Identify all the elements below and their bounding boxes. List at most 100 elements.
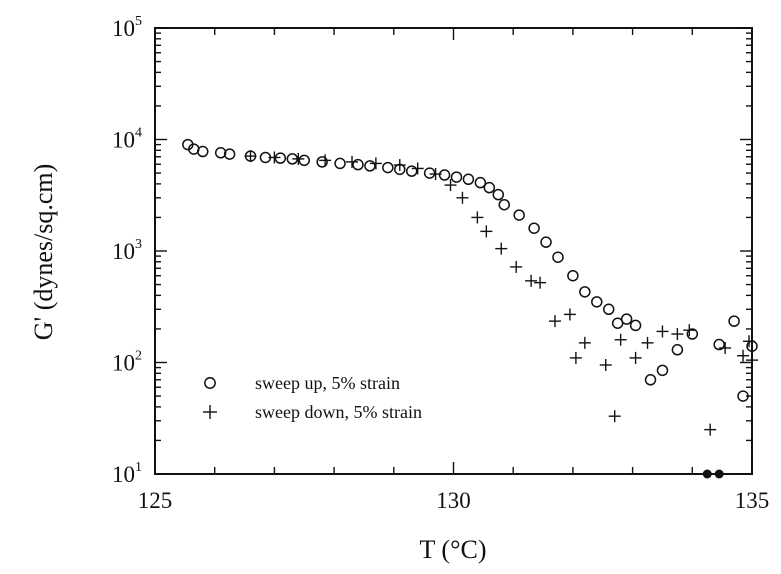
data-point-sweep-up <box>629 319 642 332</box>
data-point-sweep-down <box>369 157 382 170</box>
data-point-sweep-up <box>274 152 287 164</box>
data-point-sweep-down <box>346 155 359 168</box>
x-tick-label: 125 <box>138 488 173 513</box>
series-circle <box>182 138 758 402</box>
data-point-sweep-up <box>405 165 418 177</box>
legend-label-sweep-down: sweep down, 5% strain <box>255 402 422 422</box>
y-axis-label: G' (dynes/sq.cm) <box>29 164 58 341</box>
data-point-sweep-down <box>629 351 642 364</box>
data-point-sweep-up <box>462 173 475 186</box>
data-point-sweep-up <box>214 147 227 159</box>
data-point-sweep-up <box>728 315 740 327</box>
data-point-sweep-down <box>656 325 669 338</box>
y-tick-exponent: 4 <box>135 126 142 141</box>
data-point-sweep-down <box>393 159 406 172</box>
data-point-sweep-up <box>567 269 579 282</box>
series-filled-circle <box>702 469 724 479</box>
data-point-sweep-up <box>528 222 540 234</box>
data-point-sweep-up <box>352 158 364 171</box>
data-point-sweep-down <box>743 335 756 348</box>
data-point-sweep-up <box>223 148 236 160</box>
data-point-sweep-up <box>513 209 525 221</box>
data-point-sweep-down <box>292 152 305 165</box>
data-point-sweep-down <box>599 358 612 371</box>
y-tick-label: 104 <box>112 126 142 153</box>
axis-ticks <box>154 27 753 475</box>
legend-label-sweep-up: sweep up, 5% strain <box>255 373 400 393</box>
data-point-sweep-down <box>319 154 332 167</box>
data-point-sweep-up <box>483 181 496 194</box>
y-tick-base: 10 <box>112 16 135 41</box>
data-points <box>182 138 758 479</box>
data-point-sweep-down <box>737 349 750 362</box>
data-point-sweep-up <box>450 171 463 183</box>
data-point-filled <box>714 469 724 479</box>
legend-item-sweep-up: sweep up, 5% strain <box>204 373 400 393</box>
y-tick-exponent: 2 <box>135 349 142 364</box>
data-point-sweep-up <box>579 286 591 298</box>
data-point-sweep-down <box>268 151 281 164</box>
data-point-sweep-down <box>614 333 627 346</box>
data-point-sweep-up <box>438 169 451 181</box>
data-point-sweep-down <box>444 179 457 192</box>
data-point-sweep-up <box>713 338 725 351</box>
data-point-sweep-down <box>495 242 508 255</box>
y-tick-label: 105 <box>112 14 142 41</box>
x-tick-label: 130 <box>436 488 471 513</box>
series-plus <box>244 150 758 436</box>
data-point-sweep-up <box>474 176 487 189</box>
plot-area-border <box>154 27 753 475</box>
data-point-sweep-up <box>591 296 603 308</box>
y-tick-exponent: 5 <box>135 14 142 29</box>
data-point-sweep-up <box>364 160 376 172</box>
x-tick-labels: 125 130 135 <box>138 488 770 513</box>
y-tick-label: 102 <box>112 349 142 376</box>
data-point-sweep-up <box>498 198 510 211</box>
data-point-sweep-down <box>456 191 469 204</box>
y-tick-exponent: 3 <box>135 237 142 252</box>
y-tick-base: 10 <box>112 462 135 487</box>
data-point-sweep-down <box>534 276 547 289</box>
data-point-sweep-up <box>197 145 209 158</box>
data-point-sweep-up <box>552 251 564 263</box>
data-point-sweep-down <box>480 225 493 238</box>
data-point-sweep-up <box>620 313 633 325</box>
data-point-sweep-up <box>382 161 394 174</box>
data-point-sweep-down <box>429 168 442 181</box>
plot-frame <box>154 27 753 475</box>
data-point-sweep-up <box>737 390 749 402</box>
data-point-sweep-up <box>656 364 669 377</box>
y-tick-base: 10 <box>112 128 135 153</box>
data-point-sweep-down <box>719 341 732 354</box>
y-tick-base: 10 <box>112 351 135 376</box>
y-tick-exponent: 1 <box>135 460 142 475</box>
x-tick-label: 135 <box>735 488 770 513</box>
data-point-sweep-up <box>298 154 310 167</box>
data-point-sweep-down <box>563 308 576 321</box>
data-point-sweep-up <box>492 188 505 201</box>
data-point-sweep-up <box>423 167 436 179</box>
data-point-sweep-up <box>644 374 657 386</box>
data-point-sweep-down <box>244 150 257 163</box>
x-axis-label: T (°C) <box>420 535 487 564</box>
legend-item-sweep-down: sweep down, 5% strain <box>203 402 422 422</box>
data-point-sweep-down <box>525 274 538 287</box>
y-tick-label: 101 <box>112 460 142 487</box>
data-point-sweep-down <box>683 324 696 337</box>
data-point-sweep-down <box>746 354 758 367</box>
data-point-sweep-up <box>686 328 699 340</box>
data-point-sweep-down <box>548 315 561 328</box>
data-point-sweep-down <box>641 336 654 349</box>
data-point-sweep-down <box>471 211 484 224</box>
data-point-sweep-down <box>578 336 591 349</box>
data-point-sweep-up <box>602 303 615 316</box>
y-tick-label: 103 <box>112 237 142 264</box>
data-point-sweep-up <box>671 344 684 356</box>
y-tick-base: 10 <box>112 239 135 264</box>
data-point-filled <box>702 469 712 479</box>
data-point-sweep-up <box>540 236 552 248</box>
data-point-sweep-up <box>334 157 346 170</box>
data-point-sweep-down <box>671 328 684 341</box>
